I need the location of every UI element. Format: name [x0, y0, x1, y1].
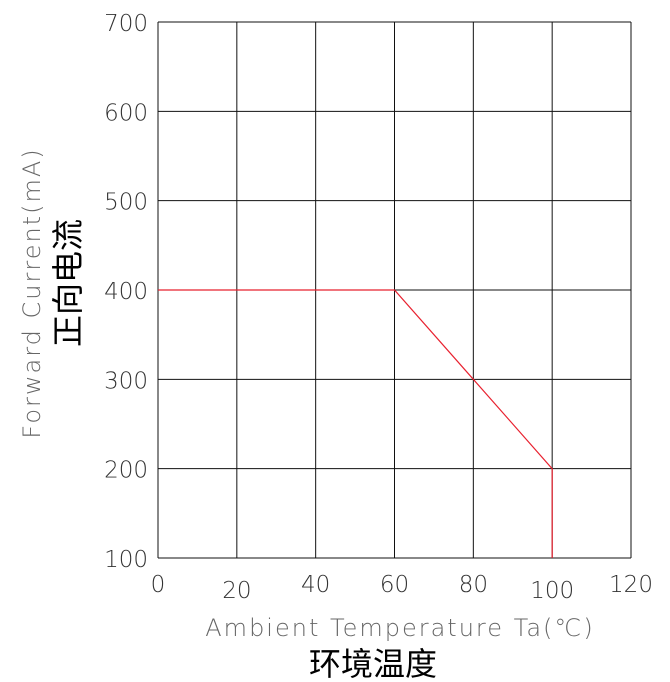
x-tick-label: 120 — [609, 572, 653, 598]
x-tick-label: 100 — [530, 578, 574, 604]
y-tick-label: 700 — [104, 11, 148, 37]
derating-curve — [158, 289, 553, 558]
y-tick-label: 600 — [104, 100, 148, 126]
y-axis-label-cn: 正向电流 — [49, 219, 87, 347]
y-tick-label: 200 — [104, 458, 148, 484]
x-tick-label: 20 — [222, 578, 251, 604]
y-tick-labels: 100 200 300 400 500 600 700 — [104, 11, 148, 573]
y-tick-label: 100 — [104, 547, 148, 573]
x-tick-label: 80 — [459, 572, 488, 598]
x-tick-label: 60 — [380, 572, 409, 598]
x-tick-labels: 0 20 40 60 80 100 120 — [151, 572, 653, 604]
y-tick-label: 400 — [104, 279, 148, 305]
x-axis-label: Ambient Temperature Ta(℃) — [205, 614, 594, 642]
x-tick-label: 40 — [301, 572, 330, 598]
y-tick-label: 300 — [104, 368, 148, 394]
x-tick-label: 0 — [151, 572, 166, 598]
x-axis-label-cn: 环境温度 — [309, 645, 437, 682]
y-tick-label: 500 — [104, 190, 148, 216]
y-axis-label: Forward Current(mA) — [18, 147, 46, 438]
series-group — [158, 289, 553, 558]
